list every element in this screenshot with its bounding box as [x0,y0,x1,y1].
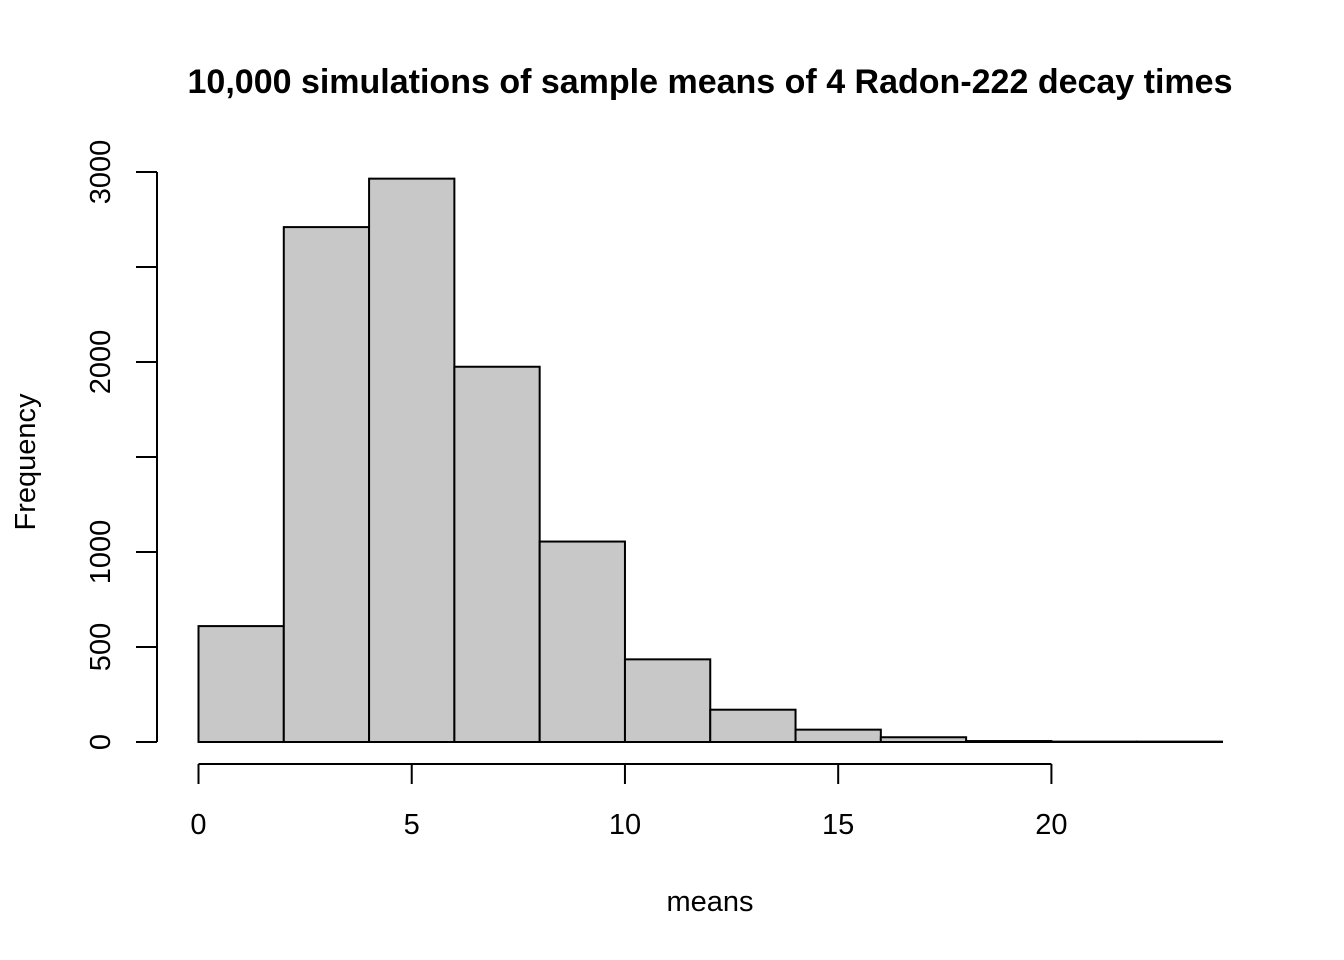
histogram-bar [879,736,968,743]
histogram-bar [368,177,456,743]
y-tick-label: 0 [85,734,117,750]
histogram-bar [538,540,626,743]
y-tick-label: 500 [85,623,117,671]
histogram-bar [197,625,285,743]
histogram-bar [282,226,371,744]
x-axis: 0 5 10 15 20 [190,763,1068,841]
y-tick-label: 3000 [85,140,117,205]
y-axis: 0 500 1000 2000 3000 [85,140,158,750]
x-tick-label: 10 [609,809,641,841]
histogram-bar [623,658,712,743]
histogram-bar [453,365,541,743]
x-axis-label: means [666,886,753,918]
chart-title: 10,000 simulations of sample means of 4 … [188,63,1233,101]
y-tick-label: 2000 [85,330,117,395]
x-tick-label: 20 [1035,809,1067,841]
y-tick-label: 1000 [85,520,117,585]
x-tick-label: 5 [404,809,420,841]
histogram-bar [794,728,882,744]
bars-group [197,177,1224,744]
x-tick-label: 0 [190,809,206,841]
y-axis-label: Frequency [10,393,42,531]
histogram-bar [709,708,797,744]
histogram-bar [965,740,1053,743]
x-tick-label: 15 [822,809,854,841]
